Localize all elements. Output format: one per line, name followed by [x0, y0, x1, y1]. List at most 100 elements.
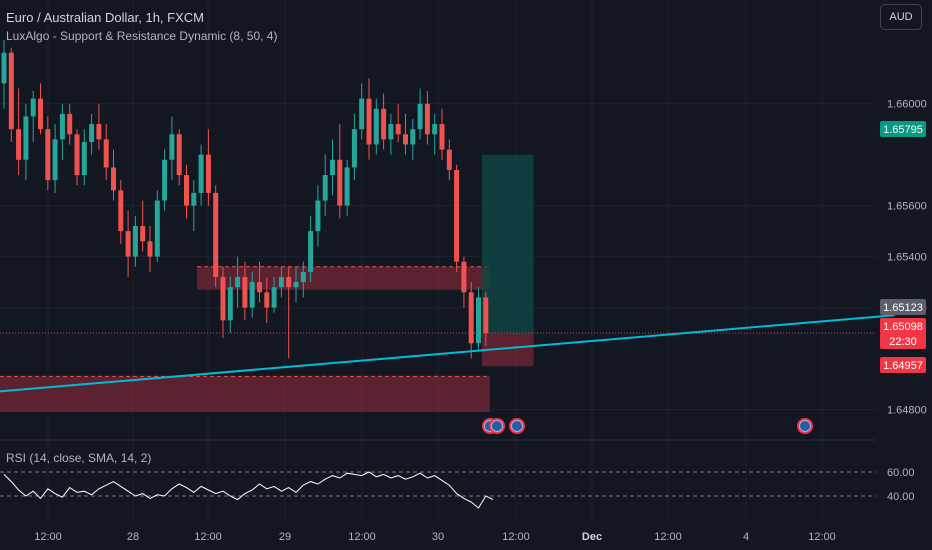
candle-body	[461, 261, 467, 293]
candle-33	[242, 261, 248, 321]
candle-35	[257, 261, 262, 303]
candle-body	[293, 282, 299, 288]
candle-44	[322, 154, 328, 216]
candle-66	[483, 292, 489, 346]
candle-47	[344, 159, 350, 216]
candle-20	[147, 226, 153, 272]
candle-54	[395, 103, 401, 142]
time-axis[interactable]: 12:00 28 12:00 29 12:00 30 12:00 Dec 12:00 4 12:00	[34, 531, 836, 543]
candle-22	[162, 149, 168, 211]
price-badge-bg	[880, 121, 926, 137]
rsi-line	[3, 471, 494, 509]
candle-body	[191, 192, 197, 206]
currency-button[interactable]: AUD	[880, 4, 922, 30]
candle-29	[213, 185, 219, 288]
price-tick-label: 1.66000	[887, 99, 927, 111]
candle-body	[176, 134, 182, 176]
price-badge-text: 1.65795	[883, 124, 923, 136]
candle-body	[184, 175, 189, 206]
candle-body	[359, 98, 365, 130]
price-badge-text: 1.65098	[883, 321, 923, 333]
candle-body	[8, 52, 14, 130]
zone-1	[197, 266, 490, 290]
candle-12	[89, 113, 95, 155]
candle-body	[373, 108, 379, 145]
candle-41	[300, 261, 306, 298]
chart-grid	[0, 0, 876, 520]
event-marker-core	[799, 420, 811, 432]
candle-body	[432, 124, 438, 135]
time-tick-label: 29	[279, 531, 291, 543]
candle-59	[432, 113, 438, 155]
price-badge: 1.65098	[880, 318, 926, 334]
chart-title: Euro / Australian Dollar, 1h, FXCM	[6, 10, 204, 25]
time-tick-label: 12:00	[502, 531, 530, 543]
price-badges: 1.65795 1.65123 1.65098 22:30 1.64957	[880, 121, 926, 373]
price-badge-bg	[880, 333, 926, 349]
candle-7	[52, 124, 58, 193]
time-tick-label: 30	[432, 531, 444, 543]
candle-body	[30, 98, 36, 117]
candle-body	[227, 287, 233, 321]
candle-24	[176, 129, 182, 186]
candle-63	[461, 256, 467, 308]
candle-2	[16, 88, 22, 176]
candle-body	[205, 154, 211, 193]
candle-body	[96, 124, 102, 140]
candle-60	[439, 108, 445, 160]
rsi-tick-label: 40.00	[887, 491, 915, 503]
candle-5	[38, 83, 43, 135]
candle-body	[242, 277, 248, 308]
candle-body	[67, 113, 73, 135]
price-badge-bg	[880, 318, 926, 334]
candle-body	[111, 167, 116, 191]
candle-64	[468, 282, 474, 359]
time-tick-label: Dec	[582, 531, 602, 543]
candle-3	[23, 103, 29, 181]
price-badge-bg	[880, 357, 926, 373]
candle-body	[118, 190, 124, 232]
candle-65	[476, 287, 481, 351]
candle-10	[74, 129, 80, 186]
candle-16	[118, 180, 124, 244]
candle-body	[132, 226, 138, 257]
candle-37	[271, 277, 277, 313]
price-tick-label: 1.64800	[887, 405, 927, 417]
candle-body	[300, 271, 306, 283]
support-resistance-zones	[0, 266, 534, 413]
candle-body	[74, 134, 80, 176]
price-badge-bg	[880, 299, 926, 315]
indicator-label[interactable]: LuxAlgo - Support & Resistance Dynamic (…	[6, 29, 278, 43]
candle-27	[198, 144, 204, 206]
candle-body	[140, 226, 146, 242]
candle-body	[337, 159, 343, 206]
candle-48	[351, 113, 357, 181]
candle-25	[184, 164, 189, 219]
rsi-pane: 60.00 40.00	[0, 467, 915, 509]
candle-9	[67, 103, 73, 145]
rsi-tick-label: 60.00	[887, 467, 915, 479]
candle-body	[446, 149, 452, 170]
trendline-line	[0, 314, 895, 393]
candle-21	[154, 190, 160, 262]
candle-body	[330, 159, 335, 176]
trendline[interactable]	[0, 314, 895, 393]
candle-body	[271, 287, 277, 308]
candle-body	[147, 241, 153, 257]
price-badge-text: 1.64957	[883, 360, 923, 372]
candle-61	[446, 139, 452, 181]
candle-46	[337, 124, 343, 219]
candle-39	[286, 266, 292, 359]
candle-11	[81, 129, 87, 186]
event-markers[interactable]	[482, 418, 813, 434]
candle-58	[424, 90, 430, 145]
candle-body	[38, 98, 43, 130]
price-tick-label: 1.65600	[887, 201, 927, 213]
price-badge: 1.65795	[880, 121, 926, 137]
candle-19	[140, 200, 146, 252]
rsi-label[interactable]: RSI (14, close, SMA, 14, 2)	[6, 451, 152, 465]
candle-32	[235, 256, 241, 308]
candle-body	[381, 108, 387, 140]
candle-body	[388, 124, 394, 140]
